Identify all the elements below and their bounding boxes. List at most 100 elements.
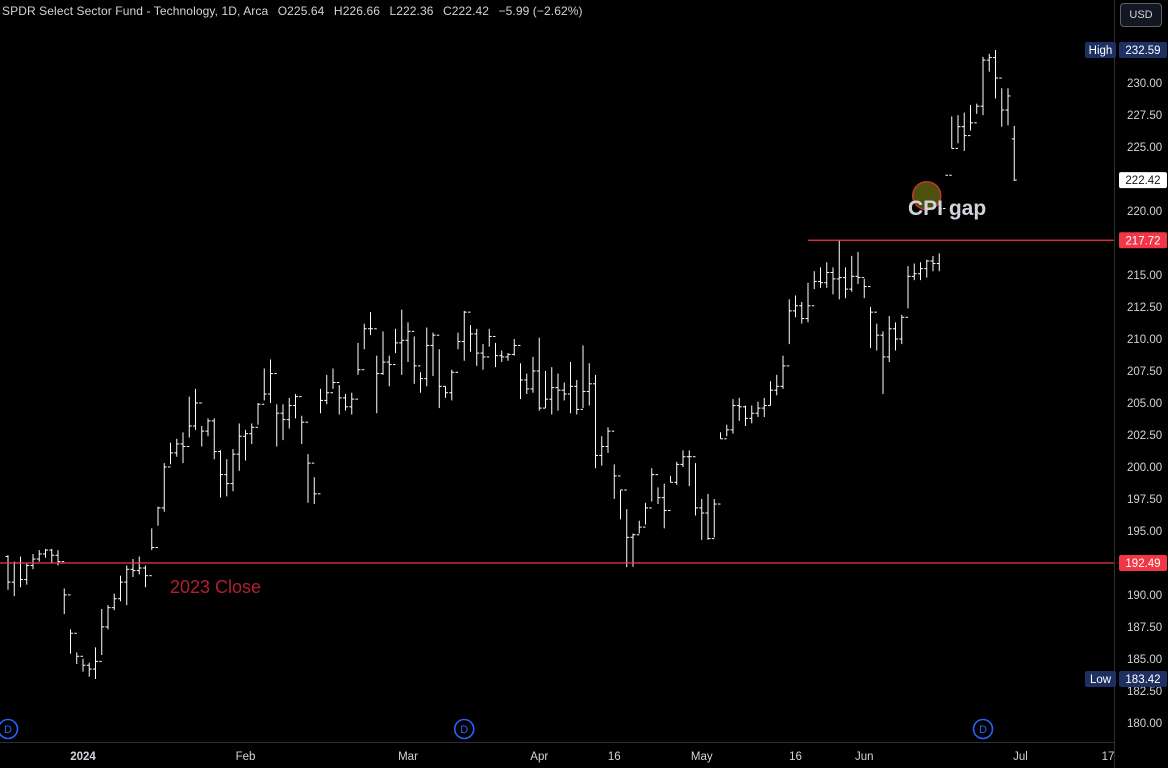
ohlc-bar <box>355 342 361 400</box>
ohlc-bar <box>618 475 623 520</box>
price-tick-label: 210.00 <box>1127 334 1162 346</box>
ohlc-bar <box>949 116 955 176</box>
ohlc-bar <box>80 655 86 672</box>
ohlc-bar <box>880 331 886 395</box>
ohlc-bar <box>280 404 286 441</box>
time-tick-label: Jul <box>1013 751 1028 763</box>
time-axis[interactable]: 2024 Feb Mar Apr 16 May 16 Jun Jul 17 <box>70 751 1114 763</box>
ohlc-bar <box>661 483 667 529</box>
ohlc-bar <box>761 397 767 418</box>
ohlc-bar <box>49 548 55 563</box>
price-badge <box>1119 232 1167 249</box>
price-badge <box>1119 671 1167 688</box>
price-tick-label: 197.50 <box>1127 494 1162 506</box>
price-levels: 232.59 High 222.42 217.72 192.49 183.42 Low <box>0 42 1167 688</box>
ohlc-bar <box>193 388 198 430</box>
ohlc-bar <box>593 374 598 469</box>
ohlc-bar <box>324 374 330 405</box>
ohlc-bar <box>743 405 748 427</box>
ohlc-bar <box>199 402 205 447</box>
ohlc-bar <box>955 115 961 149</box>
ohlc-bar <box>718 432 723 505</box>
ohlc-bar <box>405 322 411 363</box>
ohlc-bar <box>205 418 211 437</box>
ohlc-bar <box>536 337 542 411</box>
ohlc-bar <box>211 418 217 460</box>
ohlc-bar <box>874 311 880 351</box>
ohlc-bar <box>793 295 798 318</box>
ohlc-bar <box>811 271 817 307</box>
ohlc-bar <box>905 266 911 318</box>
price-badge <box>1119 172 1167 189</box>
ohlc-bar <box>555 373 561 411</box>
ohlc-bar <box>855 252 861 285</box>
ohlc-bar <box>93 647 98 680</box>
ohlc-bar <box>43 548 48 558</box>
close-value: 222.42 <box>451 4 490 18</box>
ohlc-bar <box>411 330 417 384</box>
time-tick-label: 16 <box>608 751 621 763</box>
price-badge <box>1119 42 1167 59</box>
ohlc-bar <box>530 356 536 393</box>
ohlc-bar <box>349 392 355 415</box>
ohlc-bar <box>236 423 242 471</box>
ohlc-bar <box>330 368 336 394</box>
ohlc-bar <box>636 520 642 536</box>
ohlc-bar <box>255 402 261 428</box>
ohlc-bar <box>105 605 111 630</box>
ohlc-bar <box>68 594 73 654</box>
ohlc-bar <box>218 450 223 498</box>
currency-button[interactable]: USD <box>1120 3 1162 27</box>
ohlc-bar <box>693 456 698 516</box>
ohlc-bar <box>243 429 248 461</box>
ohlc-bar <box>586 363 592 406</box>
2023-close-annotation: 2023 Close <box>170 577 262 597</box>
price-tick-label: 180.00 <box>1127 718 1162 730</box>
ohlc-bar <box>893 322 898 351</box>
price-axis[interactable]: 180.00182.50185.00187.50190.00192.50195.… <box>1127 14 1162 730</box>
price-badge-value: 217.72 <box>1125 235 1160 247</box>
price-line: 192.49 <box>0 555 1167 572</box>
dividend-event-icon[interactable]: D <box>0 718 19 740</box>
ohlc-bar <box>305 421 311 503</box>
ohlc-bar <box>611 430 617 499</box>
ohlc-bar <box>99 608 105 662</box>
ohlc-bar <box>918 262 923 281</box>
price-line: 222.42 <box>1119 172 1167 189</box>
time-tick-label: 16 <box>789 751 802 763</box>
cpi-gap-marker <box>912 180 942 211</box>
ohlc-bar <box>649 468 655 509</box>
ohlc-bar <box>980 56 986 116</box>
high-label: H <box>333 4 343 18</box>
ohlc-bar <box>518 344 523 400</box>
ohlc-bar <box>768 381 773 407</box>
ohlc-bar <box>130 559 136 577</box>
price-tick-label: 200.00 <box>1127 462 1162 474</box>
dividend-event-icon[interactable]: D <box>453 718 475 740</box>
ohlc-bar <box>174 438 180 457</box>
price-tick-label: 195.00 <box>1127 526 1162 538</box>
ohlc-bar <box>686 450 692 487</box>
ohlc-bar <box>474 328 480 366</box>
time-tick-label: Mar <box>398 751 418 763</box>
price-badge-value: 183.42 <box>1125 674 1160 686</box>
high-value: 226.66 <box>342 4 380 18</box>
ohlc-bar <box>155 506 161 549</box>
price-tick-label: 205.00 <box>1127 398 1162 410</box>
plot-area[interactable] <box>5 50 1017 680</box>
symbol-title: SPDR Select Sector Fund - Technology, 1D… <box>2 4 269 18</box>
ohlc-bar <box>786 299 792 367</box>
ohlc-bar <box>668 475 673 511</box>
ohlc-bar <box>911 263 917 281</box>
ohlc-bar <box>843 267 848 299</box>
ohlc-bar <box>261 368 267 405</box>
dividend-event-icon[interactable]: D <box>972 718 994 740</box>
ohlc-bar <box>180 432 186 464</box>
ohlc-bar <box>311 462 317 505</box>
ohlc-bar <box>924 259 930 278</box>
ohlc-bar <box>886 315 892 363</box>
ohlc-bar <box>943 174 948 210</box>
price-tick-label: 220.00 <box>1127 206 1162 218</box>
